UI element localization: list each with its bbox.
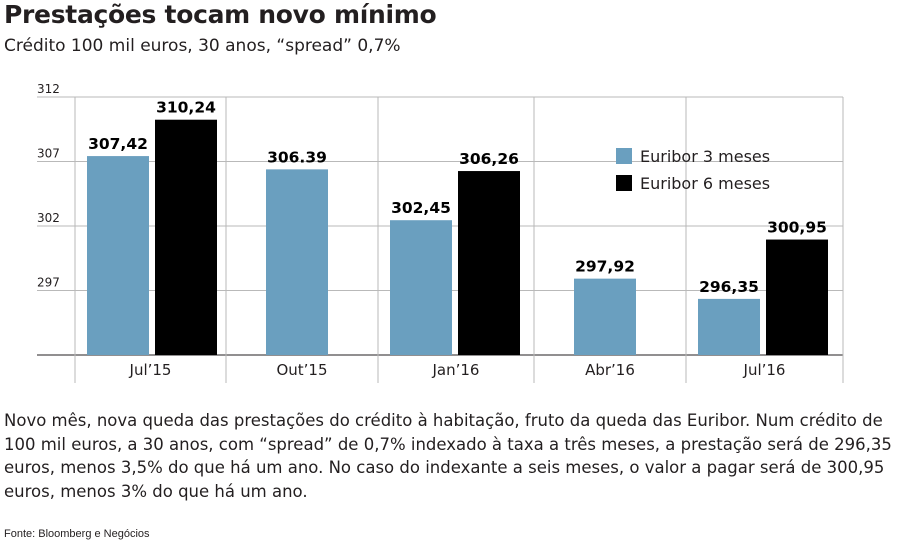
bar-euribor-3m: [574, 278, 636, 355]
bar-euribor-3m: [390, 220, 452, 355]
legend-swatch: [616, 175, 632, 191]
source-note: Fonte: Bloomberg e Negócios: [4, 528, 150, 540]
data-label-euribor-6m: 300,95: [767, 219, 827, 237]
legend-label: Euribor 3 meses: [640, 147, 770, 166]
x-tick-label: Jan’16: [432, 361, 480, 379]
bar-euribor-6m: [458, 171, 520, 355]
chart-subtitle: Crédito 100 mil euros, 30 anos, “spread”…: [4, 36, 401, 56]
description-text: Novo mês, nova queda das prestações do c…: [4, 411, 892, 501]
x-tick-label: Jul’16: [743, 361, 786, 379]
bar-euribor-3m: [87, 156, 149, 355]
data-label-euribor-6m: 306,26: [459, 150, 519, 168]
chart-title: Prestações tocam novo mínimo: [4, 0, 437, 29]
x-tick-label: Jul’15: [129, 361, 172, 379]
data-label-euribor-3m: 307,42: [88, 135, 148, 153]
bar-euribor-6m: [766, 239, 828, 355]
y-tick-label: 307: [37, 147, 60, 161]
data-label-euribor-3m: 302,45: [391, 199, 451, 217]
bar-euribor-3m: [266, 169, 328, 355]
data-label-euribor-6m: 310,24: [156, 99, 216, 117]
legend-swatch: [616, 148, 632, 164]
bar-euribor-6m: [155, 119, 217, 355]
y-tick-label: 302: [37, 211, 60, 225]
y-tick-label: 312: [37, 82, 60, 96]
data-label-euribor-3m: 297,92: [575, 258, 635, 276]
x-tick-label: Out’15: [276, 361, 327, 379]
y-tick-label: 297: [37, 276, 60, 290]
bar-chart: 297 302 307 312 307,42 310,24 Jul’15 306.39 Out’…: [37, 82, 844, 383]
legend-label: Euribor 6 meses: [640, 174, 770, 193]
data-label-euribor-3m: 296,35: [699, 278, 759, 296]
data-label-euribor-3m: 306.39: [267, 148, 327, 166]
bar-euribor-3m: [698, 298, 760, 355]
x-tick-label: Abr’16: [585, 361, 635, 379]
